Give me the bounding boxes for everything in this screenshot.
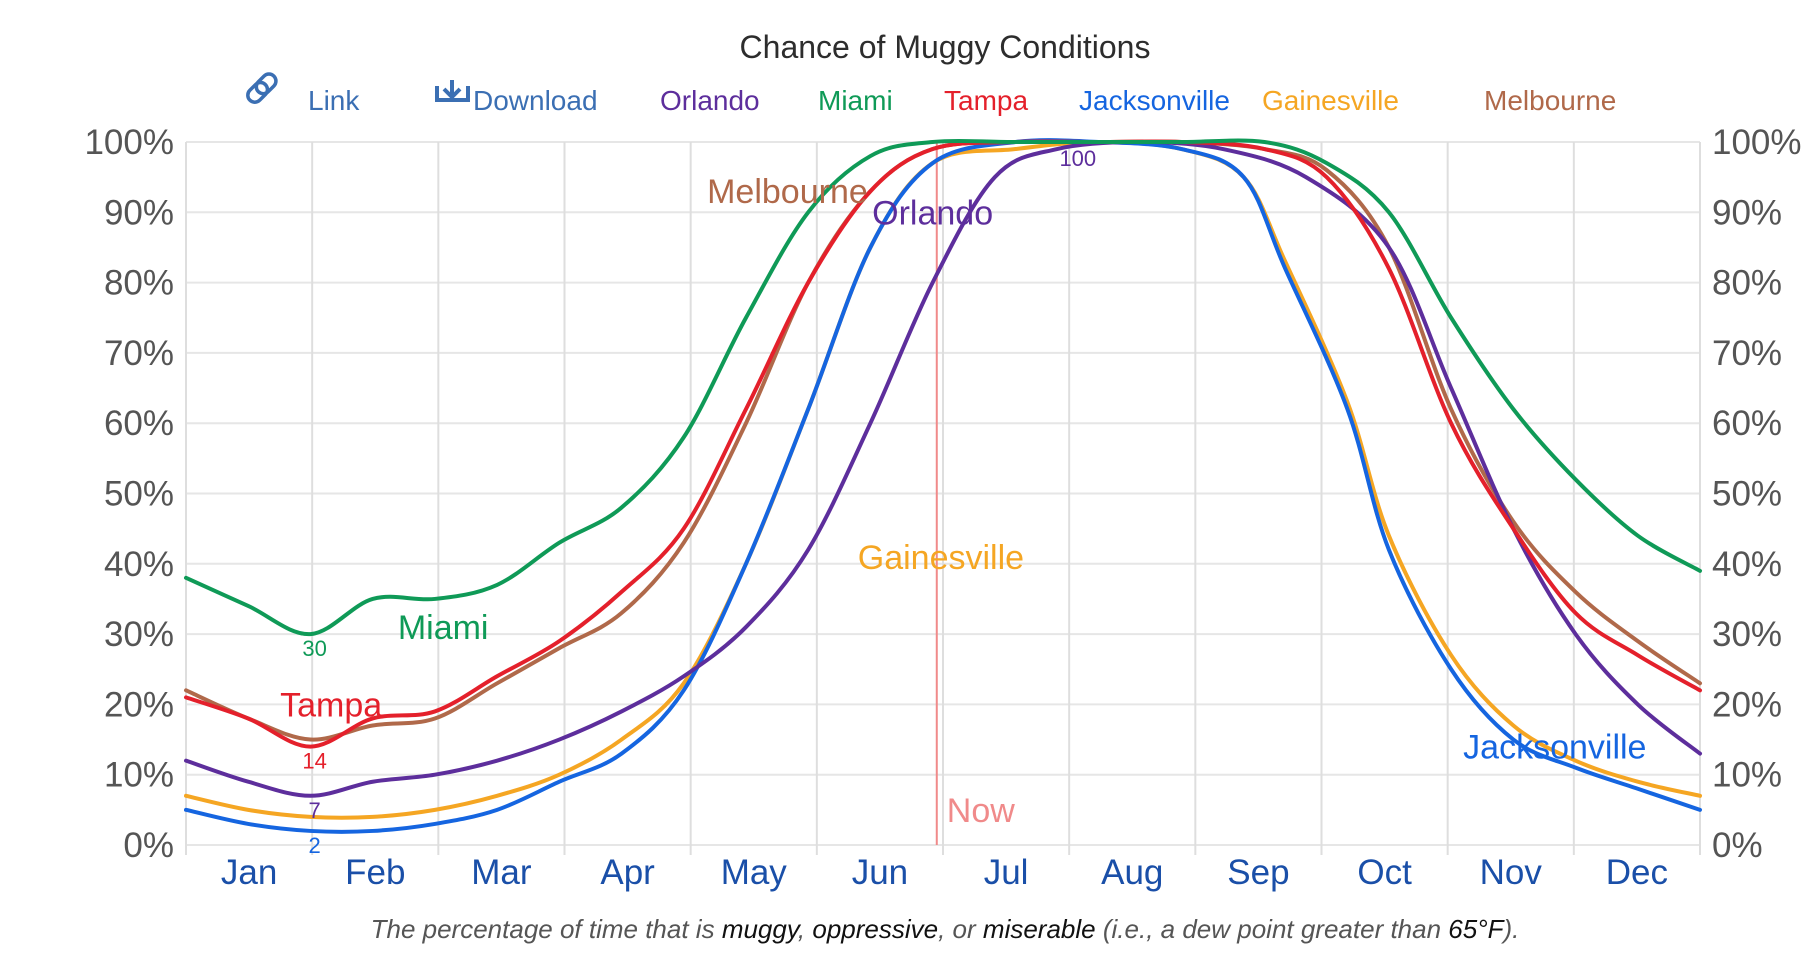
link-button[interactable]: Link bbox=[245, 71, 360, 116]
y-tick-label-right: 0% bbox=[1712, 826, 1763, 865]
y-tick-label-right: 100% bbox=[1712, 123, 1802, 162]
x-tick-label-apr: Apr bbox=[600, 853, 655, 892]
series-label-jacksonville: Jacksonville bbox=[1463, 729, 1646, 767]
y-tick-label-right: 40% bbox=[1712, 545, 1782, 584]
download-icon bbox=[435, 80, 470, 102]
now-label: Now bbox=[947, 792, 1015, 830]
y-tick-label-left: 40% bbox=[104, 545, 174, 584]
legend-item-miami[interactable]: Miami bbox=[818, 85, 893, 116]
x-tick-label-mar: Mar bbox=[471, 853, 532, 892]
y-tick-label-left: 50% bbox=[104, 475, 174, 514]
legend: Orlando Miami Tampa Jacksonville Gainesville… bbox=[660, 85, 1616, 116]
x-tick-label-dec: Dec bbox=[1606, 853, 1668, 892]
x-tick-label-may: May bbox=[721, 853, 788, 892]
series-label-melbourne: Melbourne bbox=[707, 173, 868, 211]
min-label-miami: 30 bbox=[302, 636, 326, 661]
y-tick-label-right: 90% bbox=[1712, 193, 1782, 232]
y-tick-label-left: 20% bbox=[104, 685, 174, 724]
x-tick-label-oct: Oct bbox=[1357, 853, 1412, 892]
x-tick-label-jan: Jan bbox=[221, 853, 277, 892]
series-label-gainesville: Gainesville bbox=[858, 539, 1024, 577]
legend-item-tampa[interactable]: Tampa bbox=[944, 85, 1028, 116]
y-tick-label-left: 30% bbox=[104, 615, 174, 654]
x-tick-label-nov: Nov bbox=[1480, 853, 1543, 892]
series-label-tampa: Tampa bbox=[280, 686, 382, 724]
series-label-orlando: Orlando bbox=[872, 194, 993, 232]
y-axis-left: 0% 10% 20% 30% 40% 50% 60% 70% 80% 90% 100% bbox=[84, 123, 174, 865]
legend-item-orlando[interactable]: Orlando bbox=[660, 85, 760, 116]
min-label-jacksonville: 2 bbox=[308, 833, 320, 858]
caption-prefix: The percentage of time that is bbox=[371, 914, 722, 944]
y-tick-label-right: 80% bbox=[1712, 264, 1782, 303]
chart-caption: The percentage of time that is muggy, op… bbox=[371, 914, 1520, 944]
min-label-orlando: 7 bbox=[308, 798, 320, 823]
link-label: Link bbox=[308, 85, 360, 116]
x-tick-label-sep: Sep bbox=[1227, 853, 1289, 892]
caption-suffix-a: (i.e., a dew point greater than bbox=[1096, 914, 1449, 944]
x-tick-label-jun: Jun bbox=[852, 853, 908, 892]
max-label-orlando: 100 bbox=[1059, 146, 1096, 171]
legend-item-melbourne[interactable]: Melbourne bbox=[1484, 85, 1616, 116]
y-axis-right: 0% 10% 20% 30% 40% 50% 60% 70% 80% 90% 100% bbox=[1712, 123, 1802, 865]
y-tick-label-left: 90% bbox=[104, 193, 174, 232]
legend-item-gainesville[interactable]: Gainesville bbox=[1262, 85, 1399, 116]
legend-item-jacksonville[interactable]: Jacksonville bbox=[1079, 85, 1230, 116]
series-line-jacksonville bbox=[184, 138, 1702, 834]
series-label-miami: Miami bbox=[398, 609, 489, 647]
caption-oppressive: oppressive bbox=[812, 914, 938, 944]
x-axis: Jan Feb Mar Apr May Jun Jul Aug Sep Oct Nov Dec bbox=[221, 853, 1668, 892]
x-tick-label-feb: Feb bbox=[345, 853, 405, 892]
y-tick-label-left: 70% bbox=[104, 334, 174, 373]
series-line-tampa bbox=[184, 139, 1702, 749]
download-button[interactable]: Download bbox=[435, 80, 598, 116]
y-tick-label-right: 30% bbox=[1712, 615, 1782, 654]
min-label-tampa: 14 bbox=[302, 749, 326, 774]
caption-muggy: muggy bbox=[722, 914, 802, 944]
link-icon bbox=[246, 72, 278, 104]
caption-threshold: 65°F bbox=[1448, 914, 1505, 944]
now-marker: Now bbox=[935, 142, 1015, 845]
series-line-orlando bbox=[184, 140, 1702, 798]
y-tick-label-left: 60% bbox=[104, 404, 174, 443]
y-tick-label-right: 50% bbox=[1712, 475, 1782, 514]
x-tick-label-aug: Aug bbox=[1101, 853, 1163, 892]
y-tick-label-right: 10% bbox=[1712, 756, 1782, 795]
x-tick-label-jul: Jul bbox=[984, 853, 1029, 892]
y-tick-label-right: 20% bbox=[1712, 685, 1782, 724]
caption-suffix-b: ). bbox=[1500, 914, 1519, 944]
y-tick-label-left: 100% bbox=[84, 123, 174, 162]
y-tick-label-left: 80% bbox=[104, 264, 174, 303]
y-tick-label-left: 10% bbox=[104, 756, 174, 795]
chart-title: Chance of Muggy Conditions bbox=[740, 29, 1151, 65]
caption-miserable: miserable bbox=[983, 914, 1096, 944]
y-tick-label-left: 0% bbox=[123, 826, 174, 865]
y-tick-label-right: 70% bbox=[1712, 334, 1782, 373]
caption-sep1: , bbox=[798, 914, 812, 944]
download-label: Download bbox=[473, 85, 598, 116]
caption-sep2: , or bbox=[938, 914, 983, 944]
series-lines bbox=[184, 138, 1702, 834]
y-tick-label-right: 60% bbox=[1712, 404, 1782, 443]
series-line-miami bbox=[184, 138, 1702, 637]
